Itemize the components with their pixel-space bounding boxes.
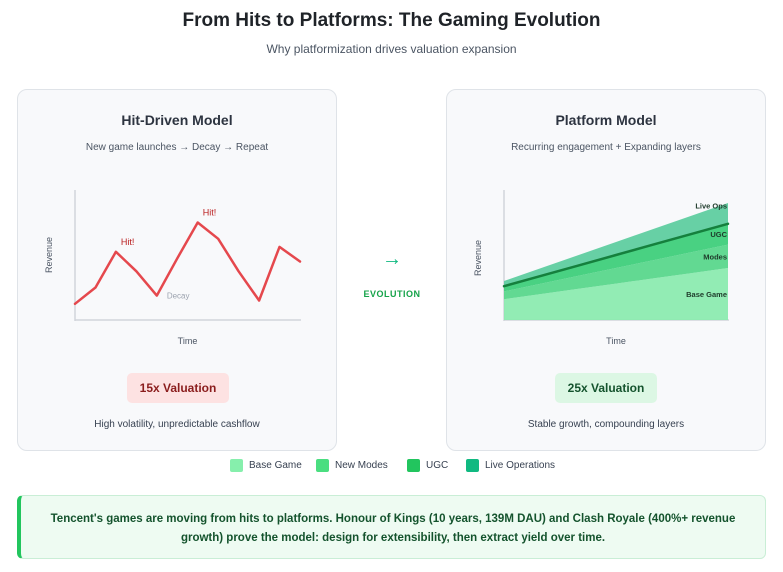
legend-label: Live Operations bbox=[485, 459, 556, 471]
hit-valuation-badge: 15x Valuation bbox=[127, 373, 229, 403]
insight-callout-text: Tencent's games are moving from hits to … bbox=[50, 513, 736, 544]
layer-label: UGC bbox=[710, 230, 727, 239]
hit-driven-card: Hit-Driven Model New game launches → Dec… bbox=[17, 89, 337, 451]
x-axis-label: Time bbox=[178, 336, 198, 346]
legend-swatch bbox=[316, 458, 329, 472]
legend-item-base-game: Base Game bbox=[230, 457, 302, 473]
area-base-game bbox=[504, 268, 728, 320]
hit-driven-footer: High volatility, unpredictable cashflow bbox=[94, 419, 260, 430]
page-subtitle: Why platformization drives valuation exp… bbox=[266, 42, 517, 56]
platform-card: Platform Model Recurring engagement + Ex… bbox=[446, 89, 766, 451]
hit-annotation: Hit! bbox=[203, 208, 217, 218]
area-modes bbox=[504, 244, 728, 300]
platform-footer: Stable growth, compounding layers bbox=[527, 419, 685, 430]
layer-label: Base Game bbox=[686, 290, 727, 299]
legend-label: UGC bbox=[426, 459, 449, 471]
legend-item-live-operations: Live Operations bbox=[466, 457, 555, 473]
legend-label: New Modes bbox=[335, 459, 388, 471]
area-live-ops bbox=[504, 203, 728, 287]
platform-valuation-badge: 25x Valuation bbox=[555, 373, 657, 403]
legend-swatch bbox=[466, 458, 479, 472]
legend-swatch bbox=[230, 458, 243, 472]
platform-title: Platform Model bbox=[555, 112, 657, 128]
evolution-label: EVOLUTION bbox=[363, 289, 421, 299]
evolution-arrow-icon: → bbox=[382, 248, 402, 270]
revenue-line bbox=[73, 221, 302, 306]
insight-callout: Tencent's games are moving from hits to … bbox=[17, 495, 766, 559]
platform-subtitle: Recurring engagement + Expanding layers bbox=[511, 142, 701, 153]
layer-label: Modes bbox=[703, 252, 727, 261]
legend-label: Base Game bbox=[249, 459, 302, 471]
y-axis-label: Revenue bbox=[473, 240, 483, 276]
platform-chart: Base Game Modes UGC Live Ops Time Revenue bbox=[473, 190, 730, 346]
legend-item-new-modes: New Modes bbox=[316, 457, 388, 473]
layer-label: Live Ops bbox=[695, 202, 727, 211]
hit-driven-title: Hit-Driven Model bbox=[121, 112, 233, 128]
y-axis-label: Revenue bbox=[44, 237, 54, 273]
decay-annotation: Decay bbox=[167, 292, 190, 301]
hit-annotation: Hit! bbox=[121, 237, 135, 247]
total-revenue-trend-line bbox=[502, 222, 730, 288]
area-ugc bbox=[504, 223, 728, 292]
legend: Base Game New Modes UGC Live Operations bbox=[0, 457, 783, 473]
legend-item-ugc: UGC bbox=[407, 457, 448, 473]
page-title: From Hits to Platforms: The Gaming Evolu… bbox=[182, 10, 601, 31]
hit-driven-chart: Hit! Hit! Decay Time Revenue bbox=[44, 190, 302, 346]
x-axis-label: Time bbox=[606, 336, 626, 346]
legend-swatch bbox=[407, 458, 420, 472]
hit-driven-subtitle: New game launches → Decay → Repeat bbox=[85, 142, 269, 153]
